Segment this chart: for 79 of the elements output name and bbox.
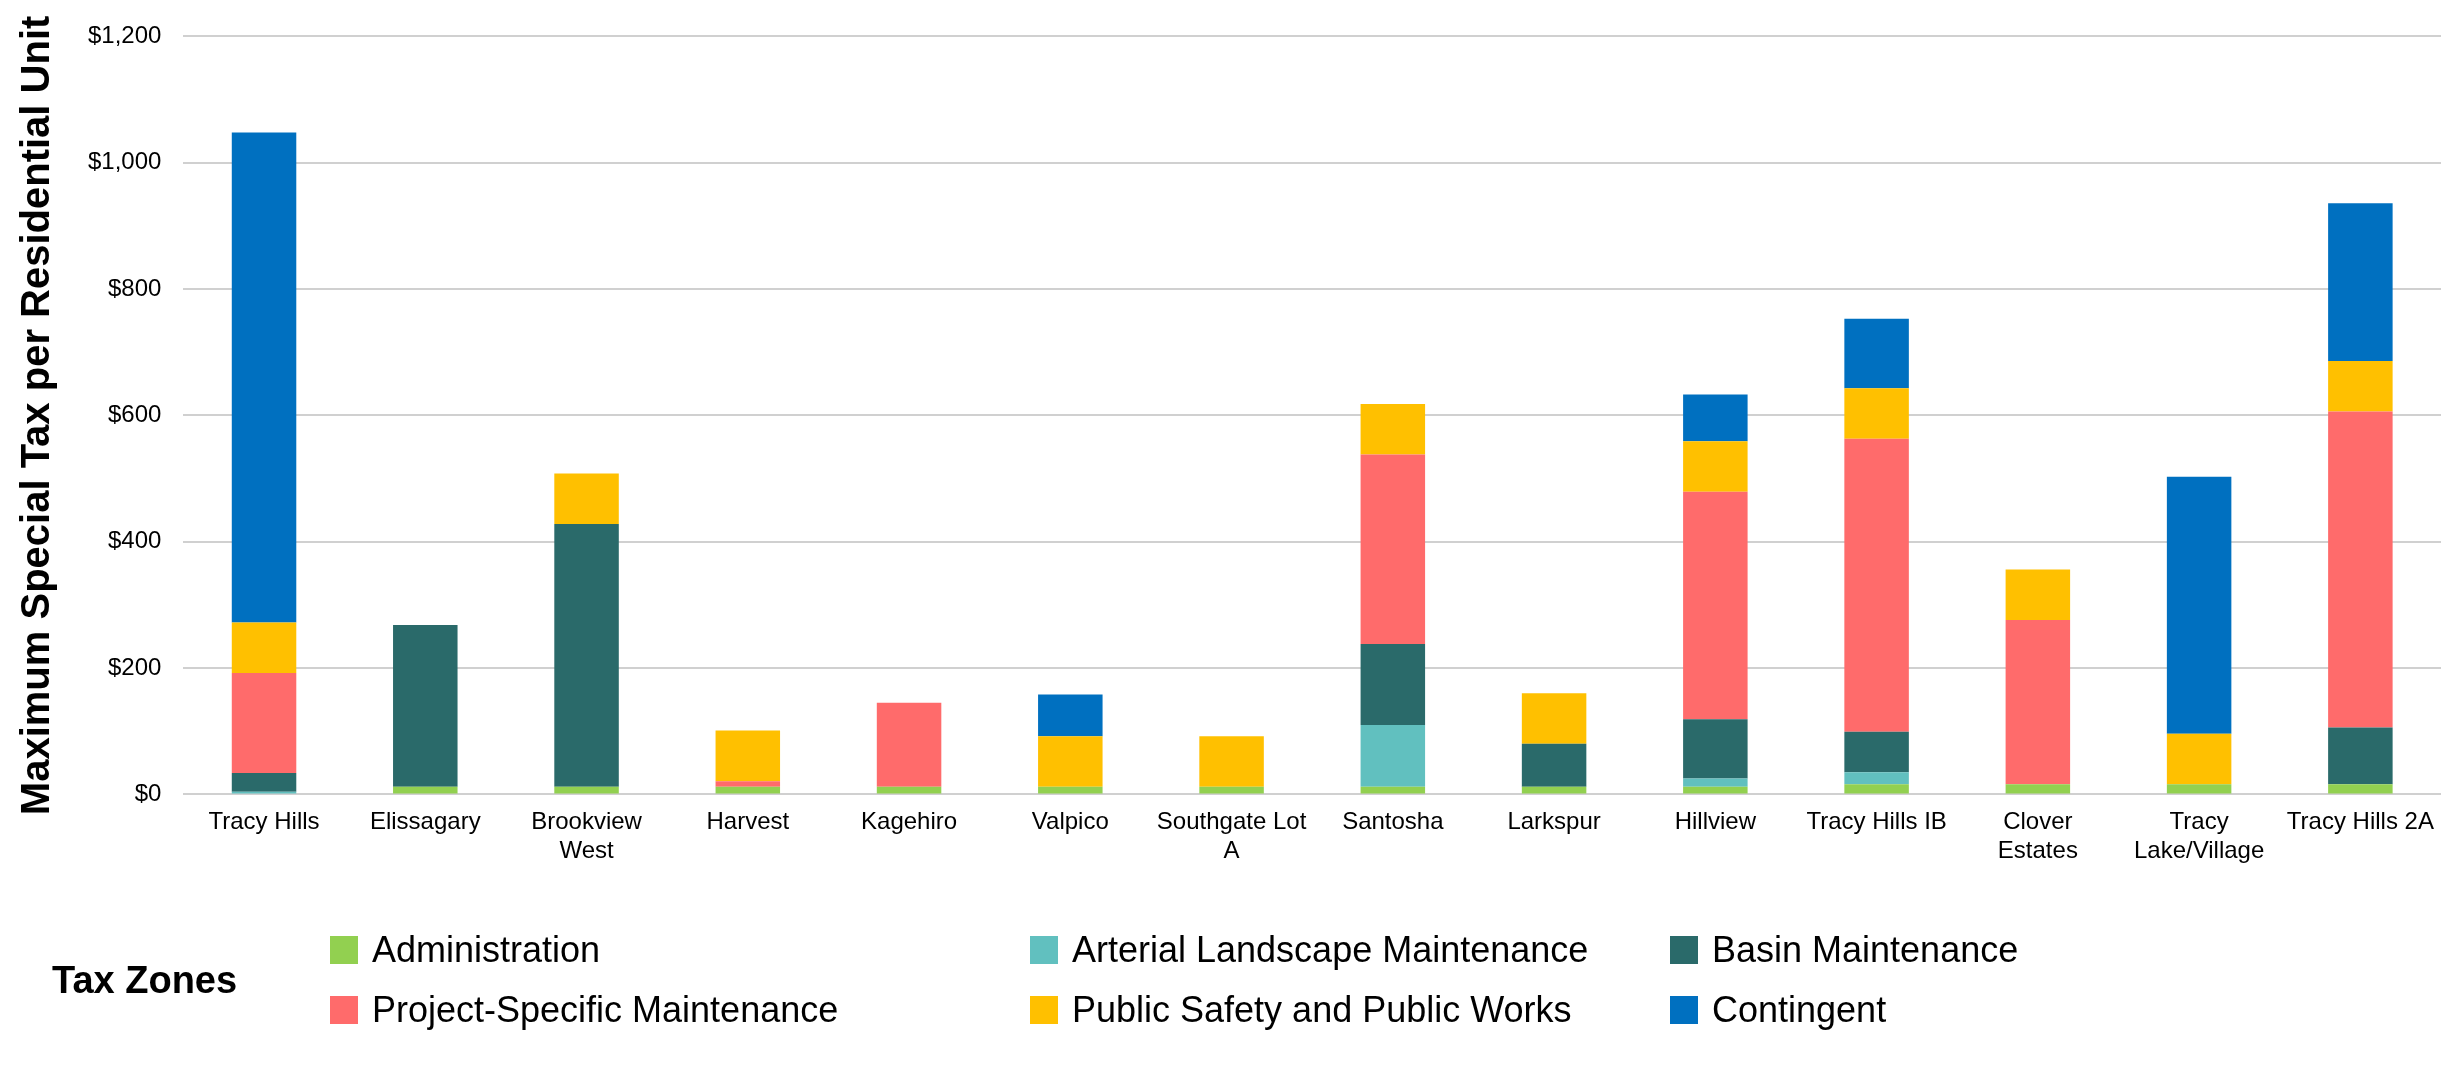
- bar: [2166, 476, 2232, 734]
- bar: [1683, 491, 1748, 720]
- bar: [2328, 361, 2393, 412]
- bar: [1683, 778, 1748, 787]
- x-tick-label: Valpico: [1031, 807, 1109, 835]
- x-tick-label: Tracy Hills: [208, 807, 320, 835]
- legend-label: Contingent: [1712, 989, 1887, 1031]
- bar: [1360, 724, 1426, 787]
- bar: [1199, 786, 1264, 794]
- bar: [1844, 784, 1909, 794]
- bar: [2005, 569, 2071, 621]
- bar: [554, 473, 619, 525]
- bar: [1199, 736, 1264, 787]
- bar: [2005, 620, 2071, 785]
- bar: [2328, 411, 2393, 728]
- bar: [1683, 394, 1748, 442]
- x-tick-label: Kagehiro: [861, 807, 958, 835]
- bar: [2328, 784, 2393, 794]
- legend-label: Arterial Landscape Maintenance: [1072, 929, 1589, 971]
- bar: [1844, 388, 1909, 439]
- x-tick-label: Southgate Lot A: [1156, 807, 1307, 864]
- bar: [231, 622, 297, 674]
- bar: [554, 786, 619, 794]
- x-tick-label: Tracy Hills 2A: [2286, 807, 2434, 835]
- bar: [554, 524, 619, 787]
- bar: [1360, 786, 1426, 794]
- legend-label: Project-Specific Maintenance: [372, 989, 839, 1031]
- bar: [1038, 736, 1103, 787]
- x-tick-label: Santosha: [1342, 807, 1445, 835]
- bar: [1844, 731, 1909, 773]
- bar: [1521, 743, 1587, 787]
- legend-title: Tax Zones: [51, 958, 239, 1002]
- bar: [393, 625, 458, 787]
- bar: [1683, 441, 1748, 492]
- bar: [876, 786, 942, 794]
- bar: [715, 786, 781, 794]
- x-tick-label: Tracy Hills IB: [1806, 807, 1947, 835]
- bar: [393, 786, 458, 794]
- bar: [1360, 404, 1426, 455]
- x-tick-label: Tracy Lake/Village: [2133, 807, 2265, 864]
- y-tick-label: $200: [108, 652, 162, 680]
- bar: [231, 132, 297, 623]
- y-tick-label: $1,000: [88, 147, 162, 175]
- y-tick-label: $400: [108, 526, 162, 554]
- bar: [876, 702, 942, 787]
- legend-label: Administration: [372, 929, 601, 971]
- bar: [1521, 786, 1587, 794]
- x-tick-label: Hillview: [1674, 807, 1757, 835]
- y-tick-label: $0: [134, 779, 162, 807]
- bar: [2005, 784, 2071, 794]
- bar: [2328, 727, 2393, 785]
- x-tick-label: Harvest: [706, 807, 790, 835]
- x-tick-label: Brookview West: [531, 807, 643, 864]
- bar: [2328, 203, 2393, 362]
- bar: [1038, 786, 1103, 794]
- x-tick-label: Larkspur: [1507, 807, 1601, 835]
- bar: [231, 772, 297, 792]
- y-axis-title: Maximum Special Tax per Residential Unit: [13, 15, 58, 816]
- y-tick-label: $800: [108, 273, 162, 301]
- x-tick-label: Elissagary: [369, 807, 481, 835]
- bar: [2166, 733, 2232, 785]
- bar: [1521, 693, 1587, 744]
- bar: [1844, 772, 1909, 785]
- legend-label: Basin Maintenance: [1712, 929, 2019, 971]
- bar: [1844, 438, 1909, 732]
- bar: [715, 781, 781, 787]
- bar: [1038, 694, 1103, 737]
- bar: [1360, 454, 1426, 645]
- bar: [1360, 644, 1426, 725]
- bar: [1844, 318, 1909, 389]
- x-tick-label: Clover Estates: [1997, 807, 2078, 864]
- bar: [2166, 784, 2232, 794]
- bar: [715, 730, 781, 782]
- legend-label: Public Safety and Public Works: [1072, 989, 1572, 1031]
- bar: [1683, 786, 1748, 794]
- bar: [231, 673, 297, 773]
- y-tick-label: $600: [108, 400, 162, 428]
- y-tick-label: $1,200: [88, 21, 162, 49]
- bar: [1683, 719, 1748, 779]
